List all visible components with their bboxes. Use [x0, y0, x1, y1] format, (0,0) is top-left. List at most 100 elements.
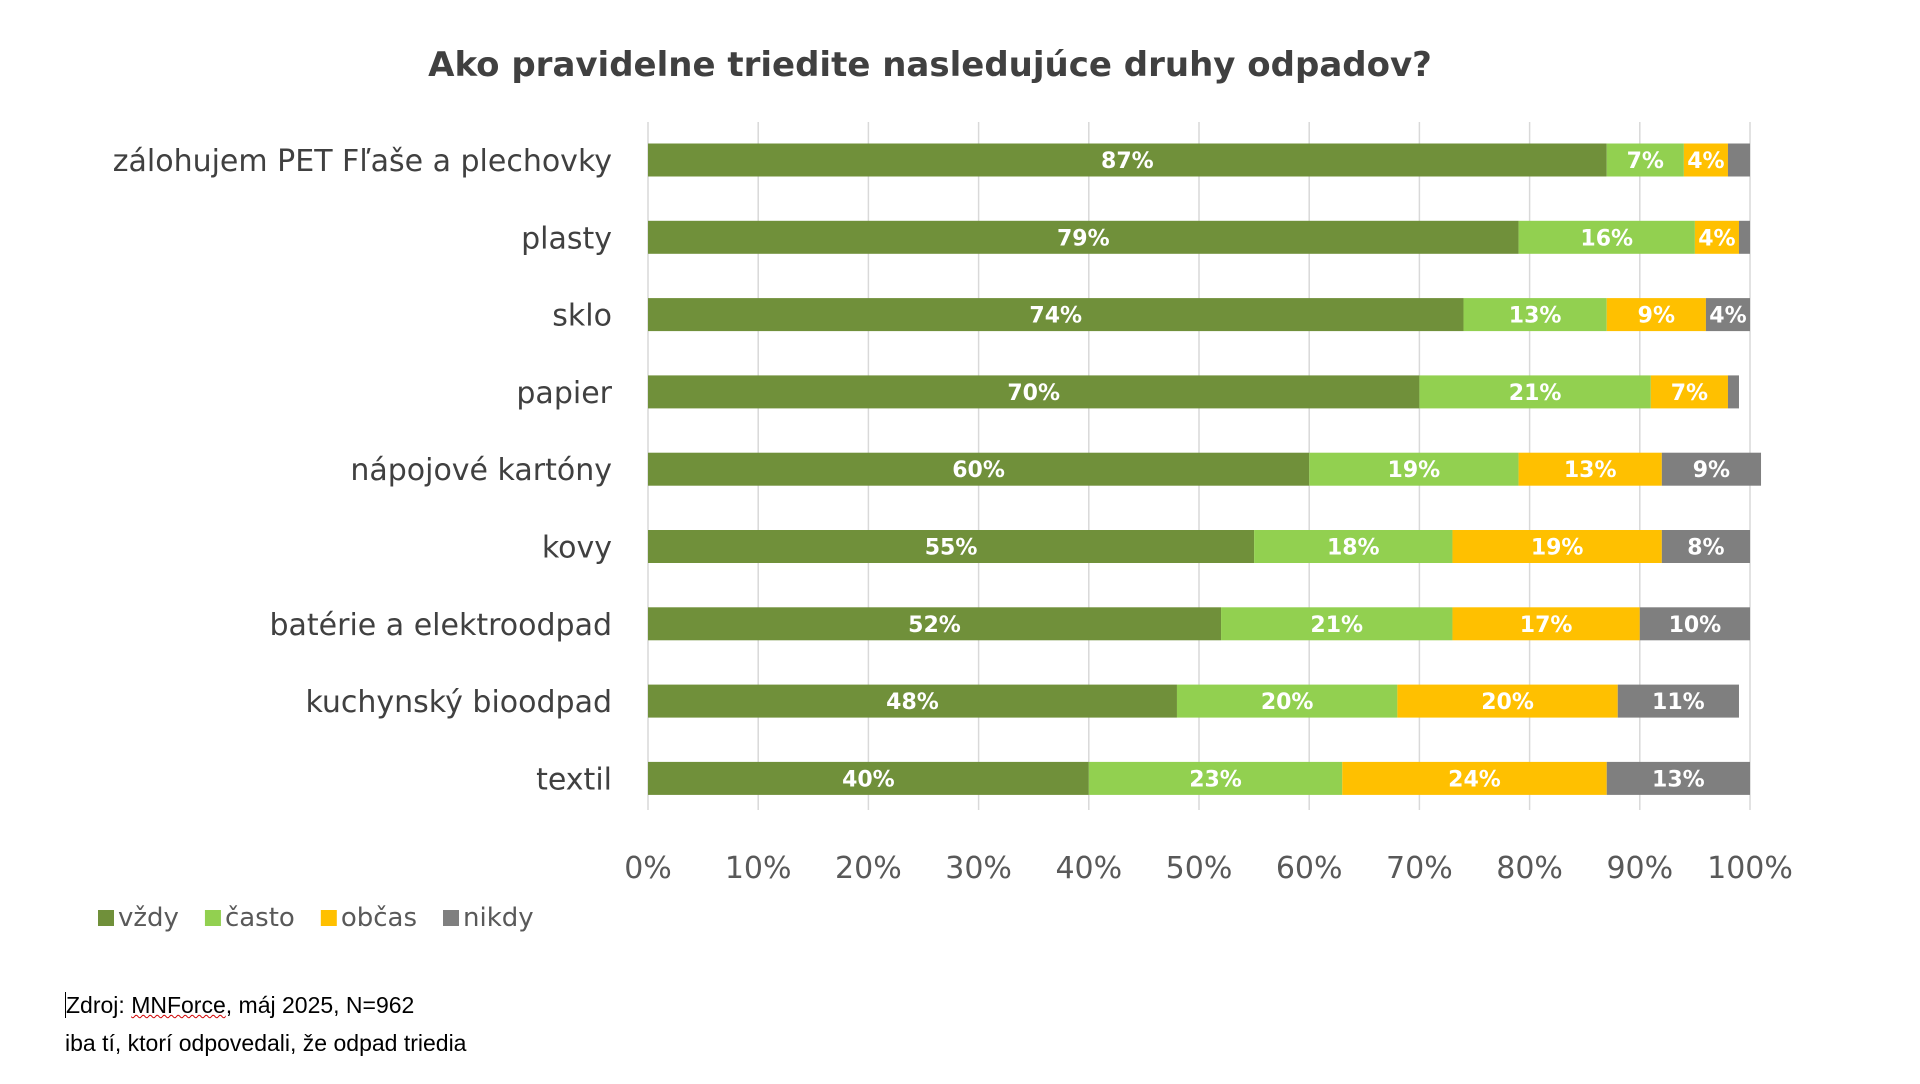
- category-labels: zálohujem PET Fľaše a plechovky plasty skl…: [113, 144, 613, 797]
- data-label: 7%: [1671, 381, 1708, 406]
- data-label: 70%: [1007, 381, 1060, 406]
- x-tick-label: 70%: [1386, 851, 1453, 886]
- bar-segment: [1463, 298, 1607, 332]
- data-label: 16%: [1580, 226, 1633, 251]
- bar-segment: [1419, 375, 1651, 409]
- data-label: 52%: [908, 613, 961, 638]
- x-axis-tick-labels: 0% 10% 20% 30% 40% 50% 60% 70% 80% 90% 100%: [624, 851, 1793, 886]
- source-note-line1: Zdroj: MNForce, máj 2025, N=962: [65, 992, 414, 1019]
- data-label: 7%: [1627, 149, 1664, 174]
- data-label: 17%: [1520, 613, 1573, 638]
- data-label: 13%: [1652, 767, 1705, 792]
- legend-swatch: [320, 910, 337, 926]
- data-label: 13%: [1509, 304, 1562, 329]
- category-label: batérie a elektroodpad: [269, 608, 612, 643]
- data-label: 20%: [1261, 690, 1314, 715]
- bar-segment: [1727, 143, 1750, 177]
- bar-segment: [648, 530, 1255, 563]
- bar-segment: [1254, 530, 1453, 563]
- bar-segment: [1606, 143, 1684, 177]
- bar-segment: [1397, 684, 1618, 718]
- x-tick-label: 50%: [1166, 851, 1233, 886]
- bar-segment: [1650, 375, 1728, 409]
- x-tick-label: 10%: [725, 851, 792, 886]
- data-label: 21%: [1509, 381, 1562, 406]
- data-label: 11%: [1652, 690, 1705, 715]
- data-label: 4%: [1709, 304, 1746, 329]
- data-label: 8%: [1687, 536, 1724, 561]
- legend-label: nikdy: [463, 903, 534, 933]
- data-label: 23%: [1189, 767, 1242, 792]
- data-label: 10%: [1669, 613, 1722, 638]
- legend-swatch: [443, 910, 459, 926]
- category-label: papier: [516, 376, 612, 411]
- data-label: 48%: [886, 690, 939, 715]
- bar-segment: [648, 220, 1519, 254]
- bar-segment: [648, 298, 1464, 332]
- x-tick-label: 30%: [945, 851, 1012, 886]
- data-labels: 87% 7% 4% 79% 16% 4% 74% 13% 9% 4% 70% 21% 7% 60% 19% 1…: [842, 149, 1747, 792]
- bar-segment: [1518, 452, 1662, 486]
- bar-segment: [1639, 607, 1750, 641]
- bar-segment: [1309, 452, 1519, 486]
- source-prefix: Zdroj:: [66, 992, 132, 1018]
- data-label: 87%: [1101, 149, 1154, 174]
- legend-label: občas: [341, 903, 417, 933]
- data-label: 19%: [1531, 536, 1584, 561]
- category-label: zálohujem PET Fľaše a plechovky: [113, 144, 612, 179]
- bar-segment: [648, 375, 1420, 409]
- text-cursor: [65, 992, 66, 1018]
- source-note-line2: iba tí, ktorí odpovedali, že odpad tried…: [65, 1030, 467, 1056]
- x-tick-label: 0%: [624, 851, 672, 886]
- legend-swatch: [204, 910, 221, 926]
- legend: vždy často občas nikdy: [98, 903, 534, 933]
- source-suffix: , máj 2025, N=962: [225, 992, 415, 1018]
- category-label: plasty: [521, 221, 612, 256]
- category-label: kovy: [542, 531, 612, 566]
- data-label: 21%: [1310, 613, 1363, 638]
- bar-segment: [648, 452, 1310, 486]
- bar-segment: [1452, 607, 1640, 641]
- bar-segment: [1661, 452, 1762, 486]
- bar-segment: [1606, 761, 1750, 795]
- data-label: 60%: [952, 458, 1005, 483]
- bar-segment: [1452, 530, 1662, 563]
- data-label: 9%: [1638, 304, 1675, 329]
- data-label: 74%: [1029, 304, 1082, 329]
- data-label: 18%: [1327, 536, 1380, 561]
- category-label: nápojové kartóny: [350, 453, 612, 488]
- x-tick-label: 100%: [1707, 851, 1793, 886]
- data-label: 4%: [1698, 226, 1735, 251]
- data-label: 9%: [1693, 458, 1730, 483]
- bar-segment: [1518, 220, 1695, 254]
- bar-segment: [1705, 298, 1750, 332]
- legend-swatch: [98, 910, 114, 926]
- bar-segment: [1176, 684, 1398, 718]
- x-tick-label: 60%: [1276, 851, 1343, 886]
- bar-segment: [1683, 143, 1728, 177]
- bar-segment: [1221, 607, 1453, 641]
- data-label: 24%: [1448, 767, 1501, 792]
- category-label: textil: [536, 762, 612, 797]
- source-brand: MNForce: [131, 992, 226, 1018]
- bar-segment: [648, 143, 1607, 177]
- bar-segment: [1727, 375, 1739, 409]
- legend-label: často: [225, 903, 295, 933]
- category-label: kuchynský bioodpad: [305, 685, 612, 720]
- bar-segment: [648, 607, 1222, 641]
- bar-segment: [1606, 298, 1706, 332]
- bar-segment: [1617, 684, 1739, 718]
- data-label: 4%: [1687, 149, 1724, 174]
- x-tick-label: 20%: [835, 851, 902, 886]
- data-label: 40%: [842, 767, 895, 792]
- data-label: 79%: [1057, 226, 1110, 251]
- data-label: 55%: [925, 536, 978, 561]
- bar-segment: [1088, 761, 1343, 795]
- x-tick-label: 80%: [1496, 851, 1563, 886]
- x-tick-label: 90%: [1606, 851, 1673, 886]
- bar-segment: [1738, 220, 1750, 254]
- bar-segment: [1694, 220, 1739, 254]
- legend-label: vždy: [118, 903, 179, 933]
- data-label: 20%: [1481, 690, 1534, 715]
